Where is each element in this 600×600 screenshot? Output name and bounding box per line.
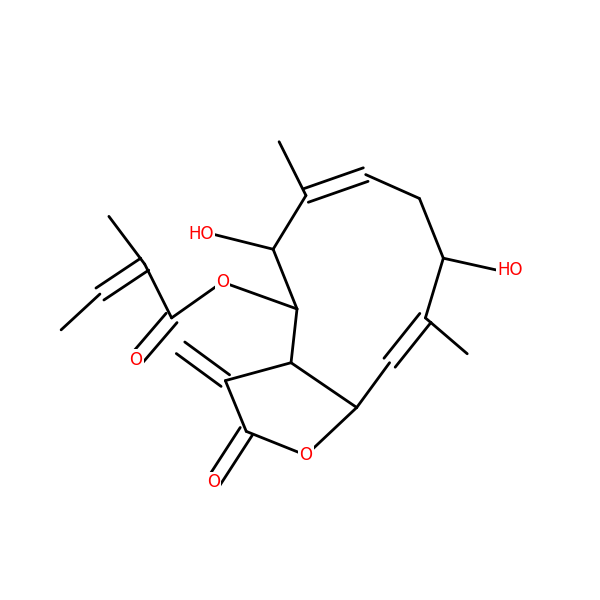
Text: O: O bbox=[216, 273, 229, 291]
Text: HO: HO bbox=[188, 226, 214, 244]
Text: HO: HO bbox=[497, 261, 523, 279]
Text: O: O bbox=[299, 446, 313, 464]
Text: O: O bbox=[129, 351, 142, 369]
Text: O: O bbox=[207, 473, 220, 491]
